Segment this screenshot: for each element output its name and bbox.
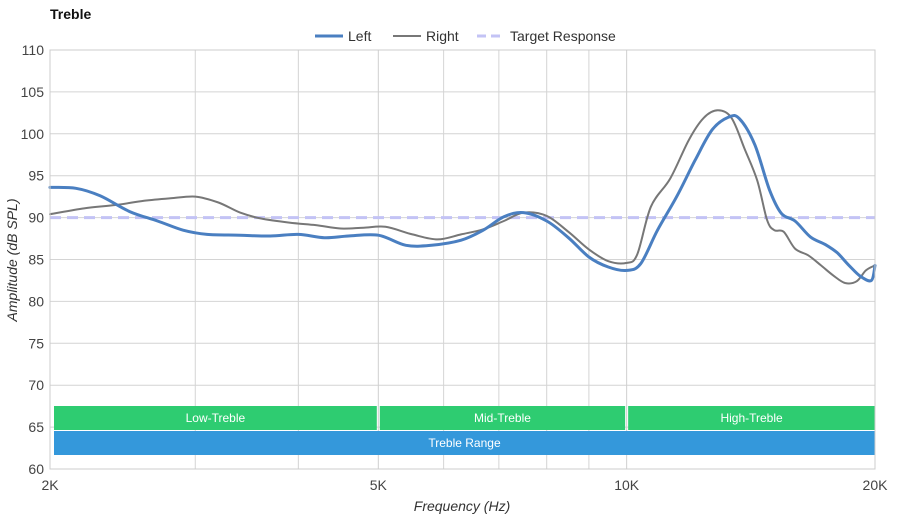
y-tick-label: 75 [28,335,44,351]
x-tick-label: 20K [863,477,889,493]
y-axis-label: Amplitude (dB SPL) [4,199,20,323]
band-label: Treble Range [428,436,501,450]
y-tick-label: 80 [28,293,44,309]
axes: 60 65 70 75 80 85 90 95 100 105 110 2K 5K 10K 20K [21,42,888,493]
series-line-right [49,109,876,285]
band-label: High-Treble [720,411,783,425]
series-lines [48,109,877,285]
x-axis-label: Frequency (Hz) [414,498,510,514]
frequency-bands: Low-Treble Mid-Treble High-Treble Treble Ra… [54,406,875,455]
x-tick-label: 10K [614,477,640,493]
y-tick-label: 60 [28,461,44,477]
band-bar [54,406,377,430]
y-tick-label: 70 [28,377,44,393]
band-bar [54,431,875,455]
legend-label: Target Response [510,28,616,44]
chart-title: Treble [50,6,91,22]
y-tick-label: 100 [21,126,45,142]
x-tick-label: 2K [41,477,59,493]
band-label: Mid-Treble [474,411,531,425]
series-line-left [48,113,877,283]
y-tick-label: 110 [22,42,45,58]
plot-frame [49,49,876,470]
legend-label: Left [348,28,371,44]
band-bar [628,406,875,430]
x-tick-label: 5K [370,477,388,493]
y-tick-label: 90 [28,210,44,226]
legend: Left Right Target Response [315,28,616,44]
y-tick-label: 85 [28,252,44,268]
y-tick-label: 65 [28,419,44,435]
y-tick-label: 95 [28,168,44,184]
legend-label: Right [426,28,459,44]
y-tick-label: 105 [21,84,45,100]
band-bar [379,406,626,430]
band-label: Low-Treble [186,411,246,425]
